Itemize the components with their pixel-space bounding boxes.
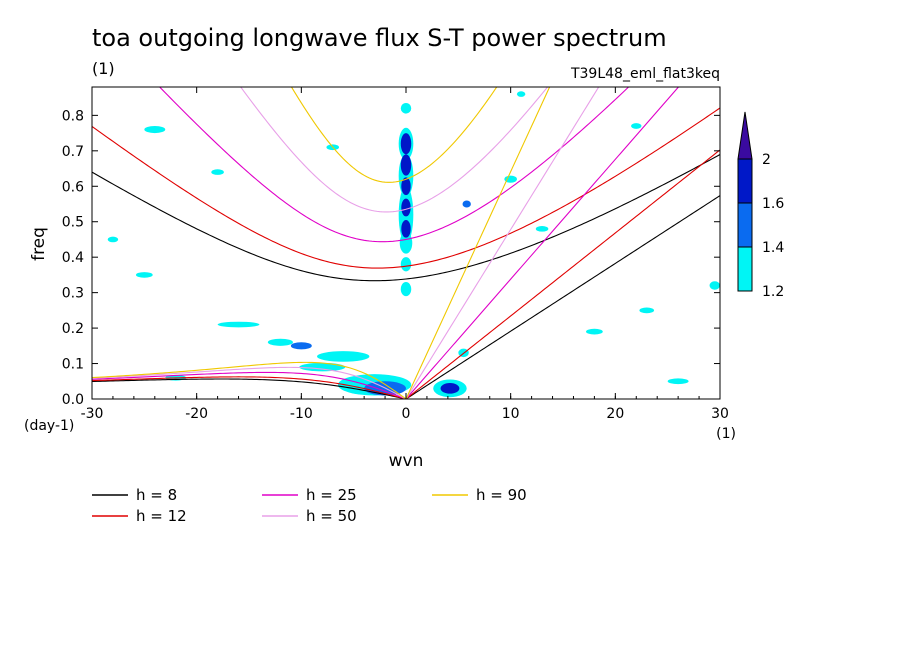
chart-subtitle-left: (1)	[92, 59, 115, 78]
colorbar-segment	[737, 202, 753, 248]
dispersion-curve	[405, 149, 720, 399]
contour-blob	[267, 338, 293, 346]
dispersion-curve	[405, 87, 600, 399]
dispersion-curve	[405, 195, 720, 399]
dispersion-curve	[405, 87, 680, 399]
colorbar-label: 2	[762, 152, 771, 168]
dispersion-curve	[290, 87, 498, 183]
contour-blob	[401, 219, 411, 238]
contour-blob	[400, 154, 412, 176]
dispersion-curve	[92, 378, 407, 399]
contour-blob	[135, 272, 153, 278]
contour-blob	[709, 281, 720, 290]
legend-label: h = 12	[136, 507, 187, 525]
contour-blob	[217, 321, 260, 328]
dispersion-curve	[92, 107, 720, 269]
colorbar-segment	[737, 246, 753, 292]
contour-blob	[667, 378, 689, 385]
dispersion-curve	[92, 371, 407, 399]
colorbar-label: 1.6	[762, 196, 784, 212]
colorbar-label: 1.4	[762, 240, 784, 256]
colorbar: 1.2 1.4 1.6 2	[737, 111, 784, 300]
legend-label: h = 25	[306, 486, 357, 504]
y-tick-label: 0.6	[62, 179, 84, 195]
y-axis-ticks: 0.0 0.1 0.2 0.3 0.4 0.5 0.6 0.7 0.8	[62, 108, 720, 408]
legend-label: h = 50	[306, 507, 357, 525]
contour-blob	[400, 257, 412, 272]
colorbar-label: 1.2	[762, 284, 784, 300]
y-tick-label: 0.3	[62, 286, 84, 302]
dispersion-curve	[92, 376, 407, 399]
y-unit-label: (day-1)	[24, 418, 74, 434]
contour-blob	[401, 198, 411, 217]
x-axis-label: wvn	[389, 451, 424, 471]
dispersion-curve	[240, 87, 549, 213]
contour-blob	[400, 102, 412, 114]
chart-title: toa outgoing longwave flux S-T power spe…	[92, 24, 667, 52]
legend-label: h = 8	[136, 486, 177, 504]
contour-blob	[400, 133, 412, 155]
x-axis-ticks: -30 -20 -10 0 10 20 30	[81, 87, 729, 422]
y-tick-label: 0.2	[62, 321, 84, 337]
contour-blob	[440, 383, 460, 394]
dispersion-curve	[158, 87, 630, 243]
x-tick-label: 30	[711, 406, 729, 422]
y-tick-label: 0.0	[62, 392, 84, 408]
dispersion-curve	[92, 361, 407, 399]
contour-blob	[586, 328, 603, 335]
y-axis-label: freq	[29, 227, 49, 261]
y-tick-label: 0.8	[62, 108, 84, 124]
contour-blob	[639, 307, 655, 314]
contour-blob	[317, 351, 370, 362]
x-tick-label: -20	[185, 406, 208, 422]
dispersion-curve	[405, 87, 551, 399]
contour-blob	[211, 169, 224, 175]
x-tick-label: 0	[402, 406, 411, 422]
contour-blob	[631, 123, 642, 129]
contour-blob	[535, 225, 549, 232]
contour-blob	[400, 282, 412, 297]
contour-blob	[290, 342, 312, 350]
contour-blob	[107, 236, 119, 243]
x-tick-label: -10	[290, 406, 313, 422]
contour-blob	[399, 232, 413, 254]
x-tick-label: 10	[502, 406, 520, 422]
x-tick-label: -30	[81, 406, 104, 422]
contour-fill-layer	[107, 91, 720, 398]
dispersion-curve	[92, 366, 407, 399]
contour-blob	[299, 362, 346, 372]
y-tick-label: 0.4	[62, 250, 84, 266]
contour-blob	[516, 91, 526, 97]
x-tick-label: 20	[606, 406, 624, 422]
contour-blob	[144, 126, 166, 134]
legend-label: h = 90	[476, 486, 527, 504]
colorbar-segment	[737, 158, 753, 204]
legend: h = 8 h = 12 h = 25 h = 50 h = 90	[92, 486, 527, 525]
contour-blob	[401, 177, 411, 196]
chart-subtitle-right: T39L48_eml_flat3keq	[570, 66, 720, 82]
y-tick-label: 0.7	[62, 144, 84, 160]
y-tick-label: 0.5	[62, 215, 84, 231]
y-tick-label: 0.1	[62, 357, 84, 373]
x-unit-label: (1)	[716, 426, 736, 442]
contour-blob	[462, 200, 471, 208]
colorbar-triangle	[737, 111, 753, 160]
dispersion-curve	[92, 154, 720, 282]
dispersion-curve-layer	[92, 87, 720, 399]
